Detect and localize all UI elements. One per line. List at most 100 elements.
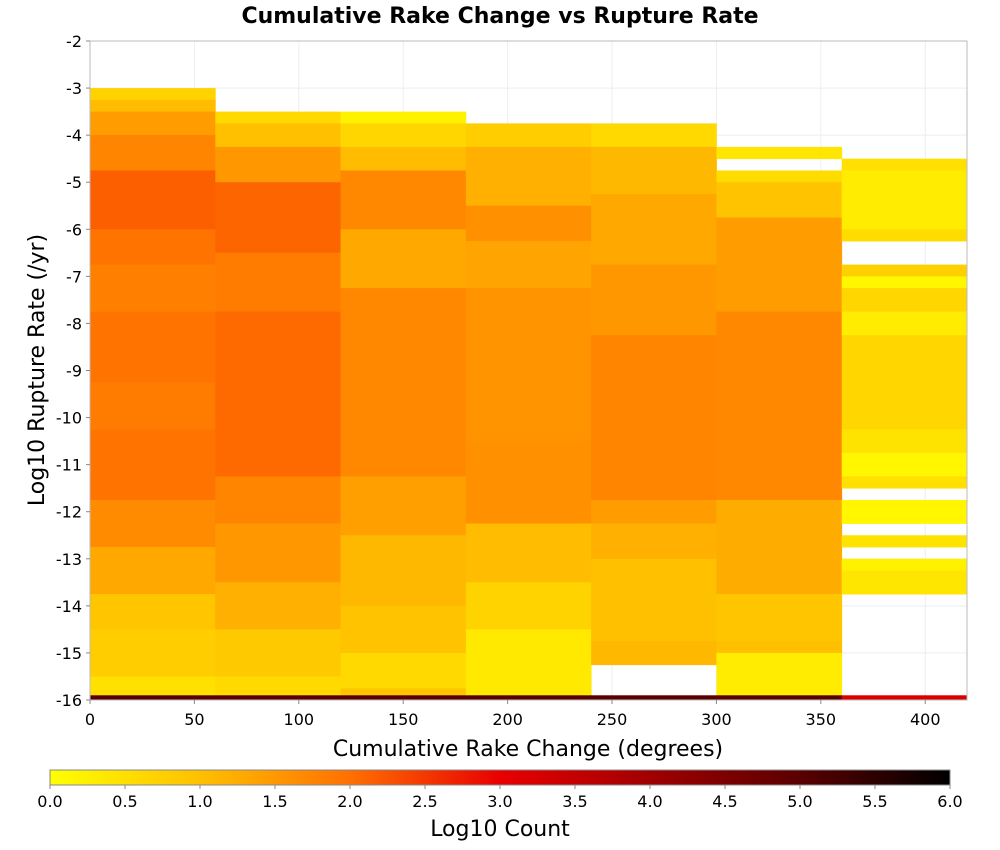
heatmap-cell — [340, 652, 467, 689]
heatmap-cell — [591, 123, 717, 148]
heatmap-cell — [215, 695, 341, 701]
colorbar — [49, 769, 951, 786]
heatmap-cell — [465, 441, 592, 524]
y-tick-label: -4 — [66, 126, 82, 145]
colorbar-tick-label: 1.5 — [262, 792, 287, 811]
x-tick-label: 400 — [910, 710, 941, 729]
heatmap-cell — [215, 123, 341, 148]
heatmap-cell — [841, 429, 968, 454]
heatmap-cell — [90, 135, 216, 171]
heatmap-cell — [841, 570, 968, 595]
heatmap-cell — [716, 499, 843, 595]
x-tick-label: 100 — [284, 710, 315, 729]
y-tick-label: -14 — [56, 597, 82, 616]
colorbar-ticks: 0.0 0.5 1.0 1.5 2.0 2.5 3.0 3.5 4.0 4.5 5.0 5.5 6.0 — [37, 785, 963, 811]
y-tick-label: -13 — [56, 550, 82, 569]
heatmap-cell — [841, 311, 968, 336]
heatmap-cell — [90, 229, 216, 265]
heatmap-cell — [465, 241, 592, 289]
heatmap-cell — [716, 146, 843, 160]
heatmap-cell — [215, 676, 341, 696]
heatmap-cell — [90, 99, 216, 113]
y-tick-label: -2 — [66, 32, 82, 51]
heatmap-cell — [591, 146, 717, 195]
heatmap-cell — [215, 582, 341, 630]
heatmap-cell — [340, 111, 467, 124]
heatmap-cell — [841, 499, 968, 524]
heatmap-cell — [465, 146, 592, 207]
colorbar-tick-label: 0.0 — [37, 792, 62, 811]
heatmap-cell — [716, 652, 843, 696]
heatmap-cell — [591, 523, 717, 560]
heatmap-cell — [340, 123, 467, 148]
heatmap-cell — [340, 535, 467, 607]
heatmap-cell — [465, 523, 592, 583]
colorbar-tick-label: 3.0 — [487, 792, 512, 811]
heatmap-cell — [591, 335, 717, 501]
heatmap-cells — [90, 88, 968, 701]
heatmap-cell — [90, 594, 216, 630]
heatmap-cell — [90, 311, 216, 383]
colorbar-label: Log10 Count — [430, 817, 570, 842]
heatmap-cell — [465, 288, 592, 442]
y-tick-label: -9 — [66, 362, 82, 381]
heatmap-cell — [90, 429, 216, 501]
heatmap-cell — [841, 476, 968, 489]
x-axis-label: Cumulative Rake Change (degrees) — [333, 737, 723, 762]
x-tick-label: 300 — [701, 710, 732, 729]
y-tick-label: -15 — [56, 644, 82, 663]
colorbar-tick-label: 6.0 — [937, 792, 962, 811]
heatmap-cell — [340, 688, 467, 696]
colorbar-tick-label: 4.5 — [712, 792, 737, 811]
heatmap-cell — [340, 229, 467, 289]
heatmap-cell — [591, 264, 717, 336]
heatmap-cell — [841, 158, 968, 171]
y-tick-label: -10 — [56, 409, 82, 428]
heatmap-cell — [90, 695, 216, 701]
heatmap-cell — [465, 629, 592, 696]
heatmap-cell — [716, 182, 843, 218]
heatmap-cell — [591, 641, 717, 666]
colorbar-tick-label: 2.5 — [412, 792, 437, 811]
heatmap-cell — [591, 193, 717, 265]
heatmap-cell — [90, 629, 216, 677]
heatmap-cell — [465, 695, 592, 701]
y-tick-label: -8 — [66, 314, 82, 333]
heatmap-cell — [215, 523, 341, 583]
y-tick-label: -11 — [56, 456, 82, 475]
x-axis-ticks: 0 50 100 150 200 250 300 350 400 — [85, 700, 941, 729]
colorbar-tick-label: 3.5 — [562, 792, 587, 811]
heatmap-cell — [340, 476, 467, 536]
y-tick-label: -16 — [56, 691, 82, 710]
heatmap-cell — [340, 288, 467, 477]
heatmap-cell — [841, 170, 968, 230]
heatmap-cell — [716, 594, 843, 642]
y-tick-label: -7 — [66, 267, 82, 286]
colorbar-tick-label: 5.5 — [862, 792, 887, 811]
heatmap-cell — [90, 264, 216, 313]
heatmap-cell — [465, 582, 592, 630]
heatmap-cell — [340, 695, 467, 701]
heatmap-cell — [716, 311, 843, 501]
heatmap-cell — [841, 276, 968, 289]
colorbar-tick-label: 4.0 — [637, 792, 662, 811]
heatmap-cell — [465, 123, 592, 148]
chart-title: Cumulative Rake Change vs Rupture Rate — [241, 4, 758, 29]
heatmap-cell — [215, 182, 341, 254]
heatmap-cell — [215, 252, 341, 313]
colorbar-tick-label: 0.5 — [112, 792, 137, 811]
heatmap-cell — [591, 558, 717, 642]
heatmap-cell — [215, 311, 341, 477]
heatmap-cell — [841, 452, 968, 477]
heatmap-cell — [841, 558, 968, 571]
heatmap-cell — [340, 146, 467, 171]
heatmap-cell — [340, 170, 467, 230]
y-axis-label: Log10 Rupture Rate (/yr) — [25, 234, 50, 506]
y-tick-label: -6 — [66, 220, 82, 239]
heatmap-cell — [90, 88, 216, 101]
colorbar-tick-label: 1.0 — [187, 792, 212, 811]
x-tick-label: 0 — [85, 710, 95, 729]
heatmap-cell — [90, 499, 216, 548]
y-tick-label: -5 — [66, 173, 82, 192]
